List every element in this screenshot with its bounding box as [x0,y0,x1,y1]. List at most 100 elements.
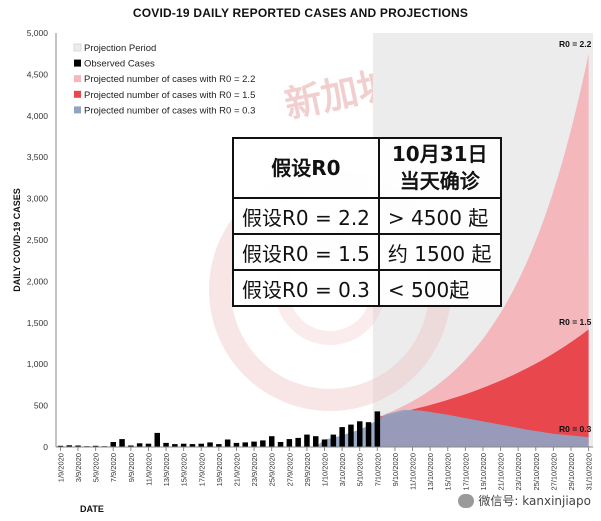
table-row: 假设R0 = 2.2 > 4500 起 [232,197,502,235]
y-tick-label: 1,000 [27,359,49,369]
observed-bar [374,411,381,447]
y-tick-label: 4,500 [27,69,49,79]
x-tick-label: 9/10/2020 [391,453,400,486]
observed-bar [66,445,72,447]
legend-label: Observed Cases [84,59,155,70]
x-tick-label: 15/9/2020 [180,453,189,486]
x-tick-label: 11/9/2020 [144,453,153,486]
header-date-line: 当天确诊 [399,169,480,193]
x-tick-label: 7/9/2020 [109,453,118,482]
x-tick-label: 1/10/2020 [321,453,330,486]
legend-swatch [74,59,81,67]
observed-bar [321,439,328,447]
series-end-label: R0 = 0.3 [559,424,592,434]
y-tick-label: 3,000 [27,194,49,204]
x-tick-label: 3/10/2020 [338,453,347,486]
x-axis-label: DATE [80,504,104,514]
observed-bar [92,445,99,447]
y-tick-label: 0 [43,442,48,452]
observed-bar [216,444,222,447]
y-tick-label: 3,500 [27,152,49,162]
legend-label: Projected number of cases with R0 = 0.3 [84,105,255,116]
observed-bar [75,445,81,447]
legend-swatch [74,90,81,98]
row-r0: 假设R0 = 2.2 [232,197,380,235]
x-tick-label: 9/9/2020 [127,453,136,482]
row-cases: > 4500 起 [377,197,502,235]
row-r0: 假设R0 = 1.5 [232,233,380,271]
chart-title: COVID-19 DAILY REPORTED CASES AND PROJEC… [132,6,469,20]
y-tick-label: 4,000 [27,111,49,121]
series-end-label: R0 = 2.2 [559,39,592,49]
observed-bar [198,443,204,447]
wechat-icon [458,493,475,508]
observed-bar [295,437,301,447]
x-tick-label: 19/10/2020 [479,453,488,491]
x-tick-label: 27/9/2020 [285,453,294,486]
series-end-label: R0 = 1.5 [559,317,592,327]
projection-area-r0-0-3 [315,409,589,447]
header-r0: 假设R0 [232,137,380,199]
row-r0: 假设R0 = 0.3 [232,269,380,307]
header-date-line: 10月31日 [391,142,488,166]
x-tick-label: 31/10/2020 [585,453,594,491]
observed-bar [277,442,284,447]
x-tick-label: 21/10/2020 [497,453,506,491]
observed-bar [260,440,266,447]
wechat-credit: 微信号: kanxinjiapo [458,492,591,509]
legend-label: Projected number of cases with R0 = 2.2 [84,74,255,85]
observed-bar [224,439,231,447]
x-tick-label: 25/10/2020 [532,453,541,491]
wechat-credit-text: 微信号: kanxinjiapo [478,494,591,508]
x-tick-label: 5/10/2020 [356,453,365,486]
legend-label: Projected number of cases with R0 = 1.5 [84,90,255,101]
observed-bar [233,442,240,447]
y-tick-label: 1,500 [27,318,49,328]
observed-bar [180,443,187,447]
legend-swatch [73,43,82,52]
summary-table: 假设R0 10月31日 当天确诊 假设R0 = 2.2 > 4500 起 假设R0… [232,137,502,307]
x-tick-label: 29/10/2020 [567,453,576,491]
observed-bar [304,434,310,447]
table-row: 假设R0 = 0.3 < 500起 [232,269,502,307]
x-tick-label: 5/9/2020 [92,453,101,482]
x-tick-label: 29/9/2020 [303,453,312,486]
x-tick-label: 7/10/2020 [373,453,382,486]
observed-bar [119,439,125,447]
observed-bar [154,432,160,447]
legend-swatch [74,75,81,83]
observed-bar [357,421,363,447]
x-tick-label: 21/9/2020 [232,453,241,486]
x-tick-label: 23/10/2020 [514,453,523,491]
observed-bar [172,444,178,447]
projection-area-r0-2-2 [377,53,589,447]
header-date: 10月31日 当天确诊 [377,137,502,199]
observed-bar [207,442,213,447]
x-tick-label: 25/9/2020 [268,453,277,486]
observed-bar [242,442,248,447]
x-tick-label: 3/9/2020 [74,453,83,482]
y-axis-label: DAILY COVID-19 CASES [12,188,22,292]
observed-bar [251,441,257,447]
observed-bar [163,442,169,447]
legend-label: Projection Period [84,43,156,54]
observed-bar [330,434,337,447]
y-tick-label: 500 [34,401,48,411]
y-tick-label: 2,000 [27,276,49,286]
x-tick-label: 13/9/2020 [162,453,171,486]
observed-bar [365,422,372,447]
observed-bar [189,444,196,447]
x-tick-label: 15/10/2020 [444,453,453,491]
observed-bar [110,442,116,447]
summary-table-header: 假设R0 10月31日 当天确诊 [232,137,502,199]
observed-bar [57,445,64,447]
x-tick-label: 17/9/2020 [197,453,206,486]
observed-bar [313,436,319,447]
observed-bar [348,424,354,447]
y-tick-label: 2,500 [27,235,49,245]
legend-swatch [74,106,81,114]
observed-bar [145,443,152,447]
observed-bar [136,443,143,447]
